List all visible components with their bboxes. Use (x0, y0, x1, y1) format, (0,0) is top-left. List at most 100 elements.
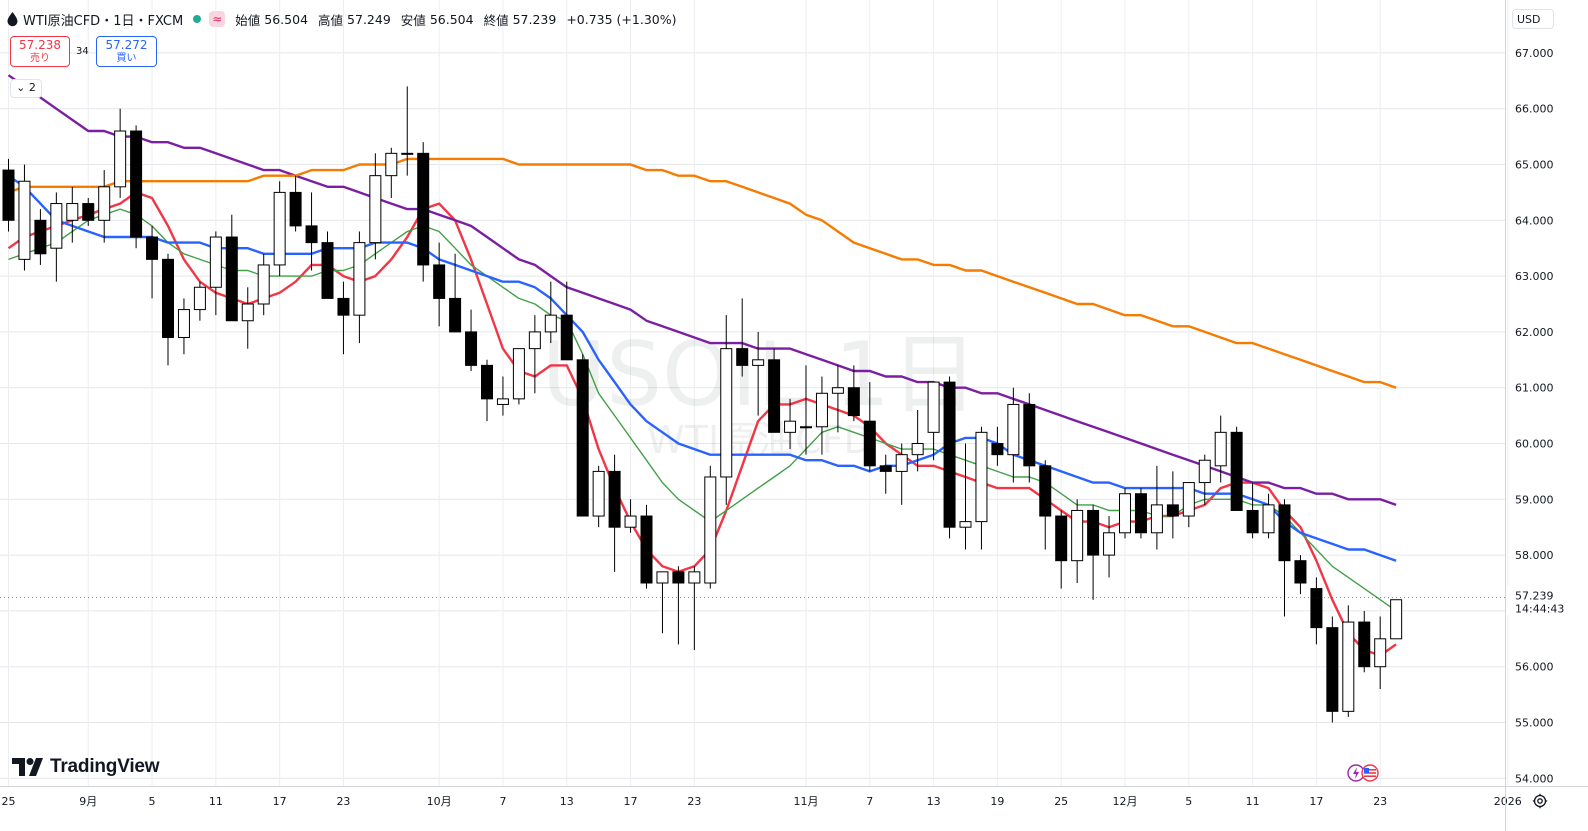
tradingview-logo[interactable]: TradingView (12, 756, 160, 778)
candle (98, 170, 111, 243)
candle-body (18, 180, 31, 260)
candle (305, 192, 318, 271)
candle (321, 231, 334, 299)
candle-body (34, 219, 47, 255)
indicator-collapse-button[interactable]: ⌄ 2 (10, 79, 42, 98)
candle (1246, 482, 1259, 539)
candle (225, 214, 238, 322)
symbol-header: WTI原油CFD・1日・FXCM ≈ 始値 56.504 高値 57.249 安値 5… (6, 8, 677, 30)
candle-body (1071, 509, 1084, 562)
candle-body (130, 130, 143, 238)
x-tick-label: 12月 (1113, 795, 1138, 808)
currency-selector[interactable]: USD (1512, 9, 1554, 29)
candle-body (672, 571, 685, 584)
candle (162, 253, 174, 366)
buy-label: 買い (116, 53, 137, 64)
x-tick-label: 17 (1309, 795, 1323, 808)
open-label: 始値 (235, 12, 261, 28)
moving-averages (7, 74, 1397, 657)
low-label: 安値 (400, 12, 426, 28)
x-tick-label: 19 (990, 795, 1004, 808)
candle (1023, 393, 1036, 483)
flag-icon[interactable] (1344, 764, 1384, 782)
candle-body (608, 470, 621, 528)
candle (736, 298, 749, 377)
candle-body (1023, 403, 1036, 467)
candle (720, 315, 733, 505)
candle (114, 108, 127, 198)
candle (927, 381, 940, 461)
candle (34, 209, 47, 265)
candle-body (209, 236, 222, 288)
x-tick-label: 23 (687, 795, 701, 808)
candle-body (768, 359, 781, 433)
candle-body (337, 297, 350, 316)
candle-body (911, 443, 924, 456)
candle (959, 443, 972, 550)
sell-label: 売り (30, 53, 50, 64)
candle (1071, 499, 1084, 583)
x-tick-label: 17 (624, 795, 638, 808)
ma-line-3 (7, 174, 1397, 562)
candle-body (114, 130, 127, 188)
candle (1214, 415, 1227, 483)
y-tick-label: 54.000 (1515, 772, 1554, 785)
candle-body (1374, 638, 1387, 668)
approx-badge[interactable]: ≈ (209, 11, 226, 27)
candle (353, 231, 366, 344)
x-tick-label: 25 (1054, 795, 1068, 808)
candle (433, 242, 446, 327)
candle (369, 153, 382, 260)
candle-body (831, 387, 844, 394)
candle-body (82, 203, 95, 221)
candle-body (1246, 509, 1259, 534)
candle-body (1134, 493, 1147, 534)
candle-body (847, 387, 860, 417)
last-price-tag (1506, 585, 1588, 616)
x-tick-label: 13 (927, 795, 941, 808)
candle-body (895, 454, 908, 472)
candle-body (1119, 493, 1131, 534)
candle-body (512, 348, 525, 400)
candle-body (1294, 560, 1307, 584)
candle-body (1214, 431, 1227, 467)
candle (2, 158, 15, 232)
candle-body (640, 515, 653, 584)
candle-body (401, 152, 414, 155)
close-label: 終値 (483, 12, 509, 28)
gear-icon[interactable] (1532, 793, 1548, 809)
sell-price: 57.238 (19, 38, 61, 52)
candle (1119, 488, 1131, 539)
candle (879, 454, 892, 494)
candle (146, 225, 159, 299)
x-tick-label: 5 (1185, 795, 1192, 808)
candle (688, 566, 701, 650)
y-tick-label: 60.000 (1515, 438, 1554, 451)
chevron-down-icon: ⌄ (16, 81, 26, 94)
candle-body (1166, 504, 1179, 517)
candle (82, 197, 95, 226)
candle (1278, 499, 1291, 617)
candle (496, 376, 509, 416)
candle (130, 125, 143, 249)
candle (911, 410, 924, 472)
candle-body (720, 348, 733, 478)
candle-body (289, 191, 302, 227)
last-price-value: 57.239 (1515, 590, 1554, 603)
candle (177, 298, 190, 355)
candle-body (496, 398, 509, 405)
drop-icon (7, 12, 18, 27)
x-tick-label: 11月 (794, 795, 819, 808)
candle-body (544, 314, 557, 333)
sell-button[interactable]: 57.238 売り (10, 36, 70, 67)
symbol-name[interactable]: WTI原油CFD・1日・FXCM (23, 13, 184, 29)
candle (1326, 616, 1339, 723)
candle-body (815, 392, 828, 428)
candle-body (417, 152, 430, 266)
buy-button[interactable]: 57.272 買い (96, 36, 157, 67)
y-tick-label: 56.000 (1515, 661, 1554, 674)
candle-body (273, 191, 286, 266)
candle (465, 309, 478, 371)
y-tick-label: 58.000 (1515, 549, 1554, 562)
